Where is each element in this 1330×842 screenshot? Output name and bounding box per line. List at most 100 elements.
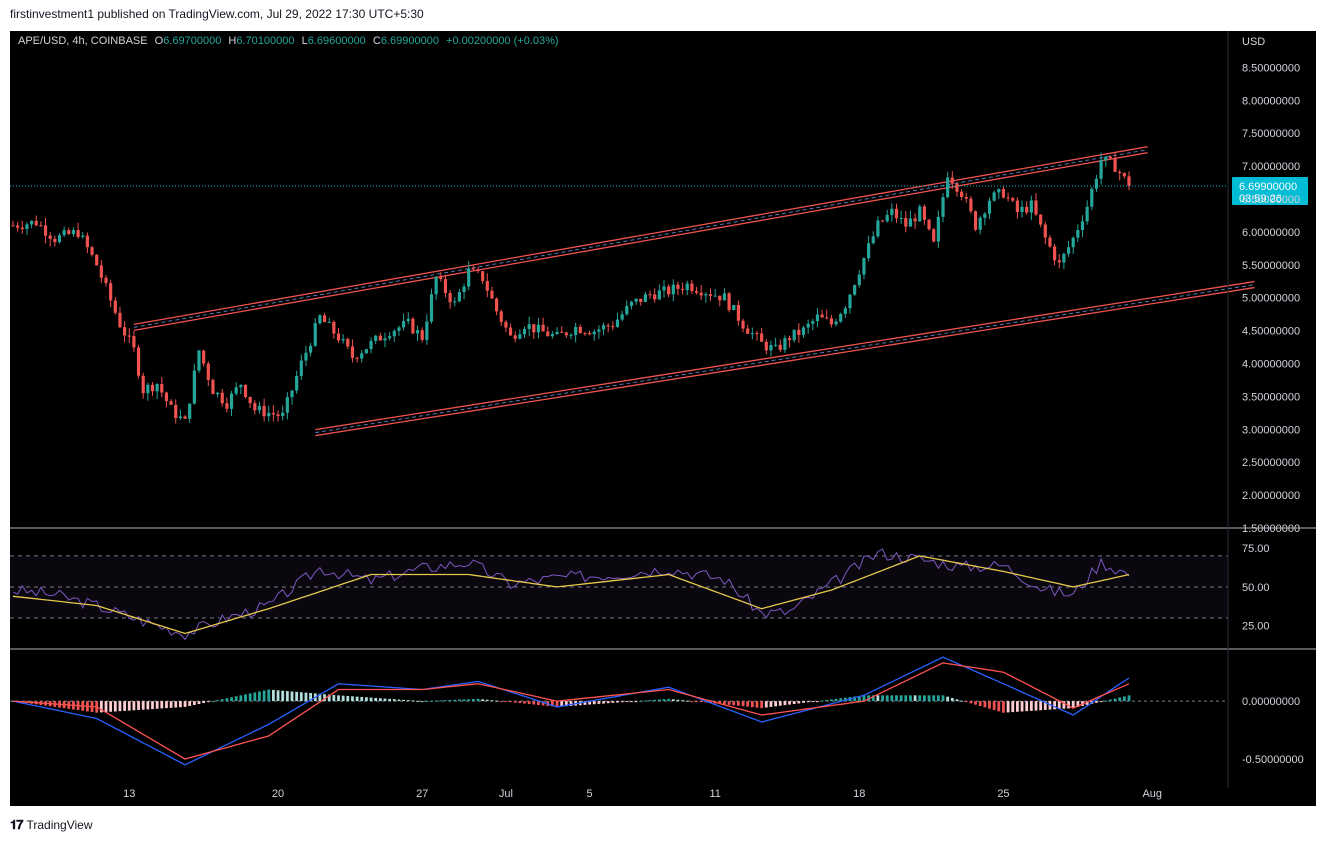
macd-histogram-bar bbox=[248, 693, 252, 702]
candle-body bbox=[964, 196, 968, 199]
macd-histogram-bar bbox=[1002, 701, 1005, 713]
macd-histogram-bar bbox=[792, 701, 796, 705]
macd-histogram-bar bbox=[541, 701, 545, 706]
candle-body bbox=[481, 271, 485, 282]
candle-body bbox=[127, 335, 131, 337]
candle-body bbox=[327, 321, 331, 323]
price-tick-label: 4.50000000 bbox=[1242, 326, 1300, 338]
candle-body bbox=[625, 305, 629, 315]
candle-body bbox=[53, 238, 57, 243]
candle-body bbox=[671, 284, 675, 295]
candle-body bbox=[922, 206, 926, 220]
candle-body bbox=[820, 314, 824, 318]
macd-histogram-bar bbox=[197, 701, 201, 705]
macd-histogram-bar bbox=[941, 695, 945, 702]
ohlc-legend: APE/USD, 4h, COINBASE O6.69700000 H6.701… bbox=[18, 35, 559, 47]
candle-body bbox=[694, 291, 699, 293]
macd-histogram-bar bbox=[1020, 701, 1024, 712]
macd-histogram-bar bbox=[1006, 701, 1010, 713]
candle-body bbox=[109, 283, 113, 301]
macd-histogram-bar bbox=[774, 701, 777, 707]
macd-tick-label: 0.00000000 bbox=[1242, 696, 1300, 708]
rsi-tick-label: 25.00 bbox=[1242, 621, 1270, 633]
macd-histogram-bar bbox=[485, 699, 489, 702]
macd-histogram-bar bbox=[1085, 701, 1089, 705]
candle-body bbox=[123, 327, 127, 336]
candle-body bbox=[136, 347, 141, 376]
macd-histogram-bar bbox=[239, 695, 243, 702]
candle-body bbox=[908, 218, 913, 227]
macd-histogram-bar bbox=[318, 693, 322, 702]
candle-body bbox=[1094, 178, 1099, 189]
macd-histogram-bar bbox=[388, 698, 392, 702]
macd-histogram-bar bbox=[341, 695, 345, 702]
candle-body bbox=[243, 384, 248, 397]
candle-body bbox=[601, 325, 606, 330]
open-value: 6.69700000 bbox=[163, 35, 222, 47]
candle-body bbox=[787, 338, 792, 341]
candle-body bbox=[34, 220, 38, 226]
candle-body bbox=[76, 230, 80, 237]
macd-histogram-bar bbox=[1057, 701, 1061, 710]
price-tick-label: 6.50000000 bbox=[1242, 194, 1300, 206]
macd-histogram-bar bbox=[923, 695, 926, 702]
candle-body bbox=[48, 235, 52, 239]
candle-body bbox=[239, 384, 243, 388]
macd-histogram-bar bbox=[820, 700, 824, 702]
macd-histogram-bar bbox=[1043, 701, 1047, 710]
candle-body bbox=[992, 192, 996, 201]
macd-histogram-bar bbox=[374, 697, 378, 702]
candle-body bbox=[1048, 237, 1052, 247]
candle-body bbox=[1053, 246, 1057, 261]
macd-histogram-bar bbox=[476, 698, 480, 702]
macd-histogram-bar bbox=[741, 701, 745, 707]
candle-body bbox=[1039, 214, 1043, 225]
macd-histogram-bar bbox=[490, 700, 494, 702]
candle-body bbox=[448, 293, 452, 303]
candle-body bbox=[536, 324, 541, 333]
candle-body bbox=[285, 397, 289, 413]
candle-body bbox=[57, 235, 62, 243]
macd-histogram-bar bbox=[1099, 701, 1103, 703]
time-tick-label: 18 bbox=[853, 788, 865, 800]
candle-body bbox=[341, 338, 345, 341]
macd-histogram-bar bbox=[695, 701, 698, 703]
macd-histogram-bar bbox=[960, 700, 963, 702]
candle-body bbox=[546, 331, 550, 337]
candle-body bbox=[578, 326, 582, 334]
candle-body bbox=[1015, 200, 1019, 213]
symbol-title[interactable]: APE/USD, 4h, COINBASE bbox=[18, 35, 148, 47]
macd-histogram-bar bbox=[397, 699, 401, 702]
candle-body bbox=[434, 276, 438, 295]
candle-body bbox=[741, 320, 745, 329]
macd-histogram-bar bbox=[927, 695, 931, 702]
candle-body bbox=[662, 286, 666, 291]
macd-histogram-bar bbox=[555, 701, 559, 707]
macd-histogram-bar bbox=[899, 695, 903, 702]
candle-body bbox=[513, 335, 517, 339]
macd-histogram-bar bbox=[1062, 701, 1066, 709]
chart-area[interactable]: 6.69900000 03:59:26 8.50000000 8.00000000 7… bbox=[10, 31, 1316, 806]
candle-body bbox=[801, 327, 806, 336]
candle-body bbox=[169, 401, 173, 405]
channel-upper-line bbox=[133, 146, 1148, 325]
tradingview-logo-icon[interactable]: 𝟏𝟕 bbox=[10, 817, 24, 832]
macd-histogram-bar bbox=[551, 701, 554, 707]
channel-lower-line bbox=[315, 286, 1255, 437]
macd-histogram-bar bbox=[369, 697, 373, 702]
candle-body bbox=[476, 269, 480, 272]
candle-body bbox=[183, 416, 187, 419]
candle-body bbox=[462, 286, 466, 293]
macd-histogram-bar bbox=[1053, 701, 1056, 710]
price-tick-label: 7.00000000 bbox=[1242, 161, 1300, 173]
candle-body bbox=[657, 290, 661, 300]
candle-body bbox=[522, 328, 527, 335]
candle-body bbox=[564, 332, 568, 336]
macd-histogram-bar bbox=[104, 701, 108, 713]
candle-body bbox=[834, 321, 838, 325]
macd-histogram-bar bbox=[755, 701, 759, 708]
macd-histogram-bar bbox=[416, 700, 419, 702]
candle-body bbox=[620, 314, 624, 320]
candle-body bbox=[955, 183, 959, 192]
